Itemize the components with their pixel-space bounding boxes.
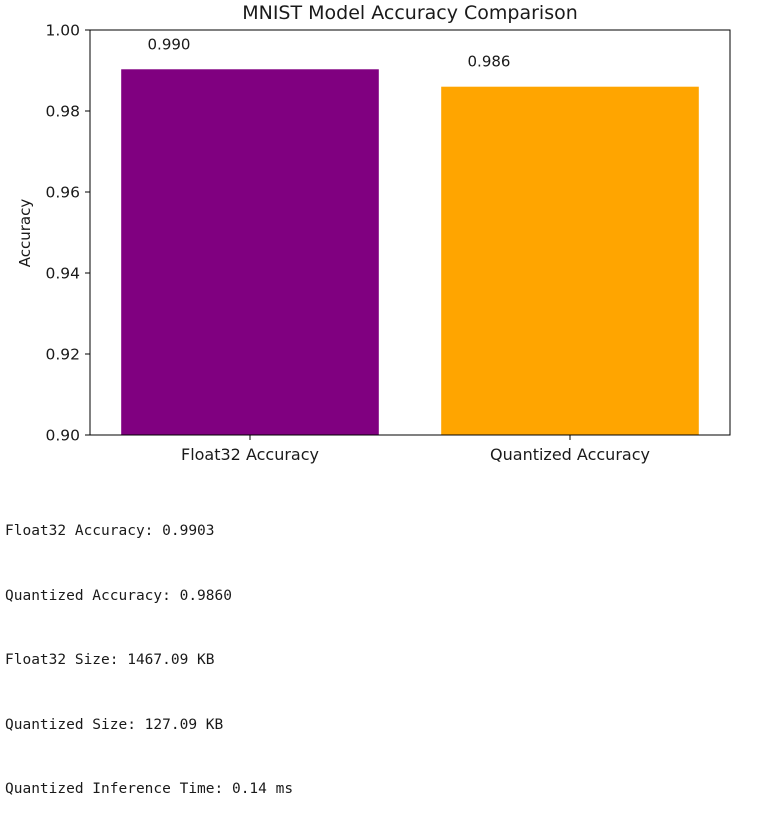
y-tick-label: 0.90: [45, 427, 80, 445]
y-tick-label: 0.92: [45, 346, 80, 364]
bar-value-label: 0.986: [468, 53, 511, 71]
output-line-quantized-accuracy: Quantized Accuracy: 0.9860: [5, 587, 232, 604]
output-line-quantized-size: Quantized Size: 127.09 KB: [5, 716, 224, 733]
y-tick-label: 1.00: [45, 22, 80, 40]
x-tick-label: Quantized Accuracy: [490, 445, 650, 464]
bar-quantized: [441, 86, 699, 435]
bar-value-label: 0.990: [148, 35, 191, 53]
y-tick-label: 0.98: [45, 103, 80, 121]
output-line-float32-accuracy: Float32 Accuracy: 0.9903: [5, 523, 215, 539]
bar-chart: MNIST Model Accuracy Comparison Accuracy…: [16, 2, 731, 464]
bar-float32: [121, 69, 379, 435]
y-tick-label: 0.96: [45, 184, 80, 202]
x-tick-label: Float32 Accuracy: [181, 445, 319, 464]
console-output: Float32 Accuracy: 0.9903 Quantized Accur…: [5, 478, 293, 822]
output-line-float32-size: Float32 Size: 1467.09 KB: [5, 652, 215, 668]
output-line-inference-time: Quantized Inference Time: 0.14 ms: [5, 781, 294, 797]
y-axis-label: Accuracy: [16, 199, 34, 268]
chart-title: MNIST Model Accuracy Comparison: [242, 2, 578, 24]
plot-frame: [89, 29, 731, 436]
y-tick-label: 0.94: [45, 265, 80, 283]
